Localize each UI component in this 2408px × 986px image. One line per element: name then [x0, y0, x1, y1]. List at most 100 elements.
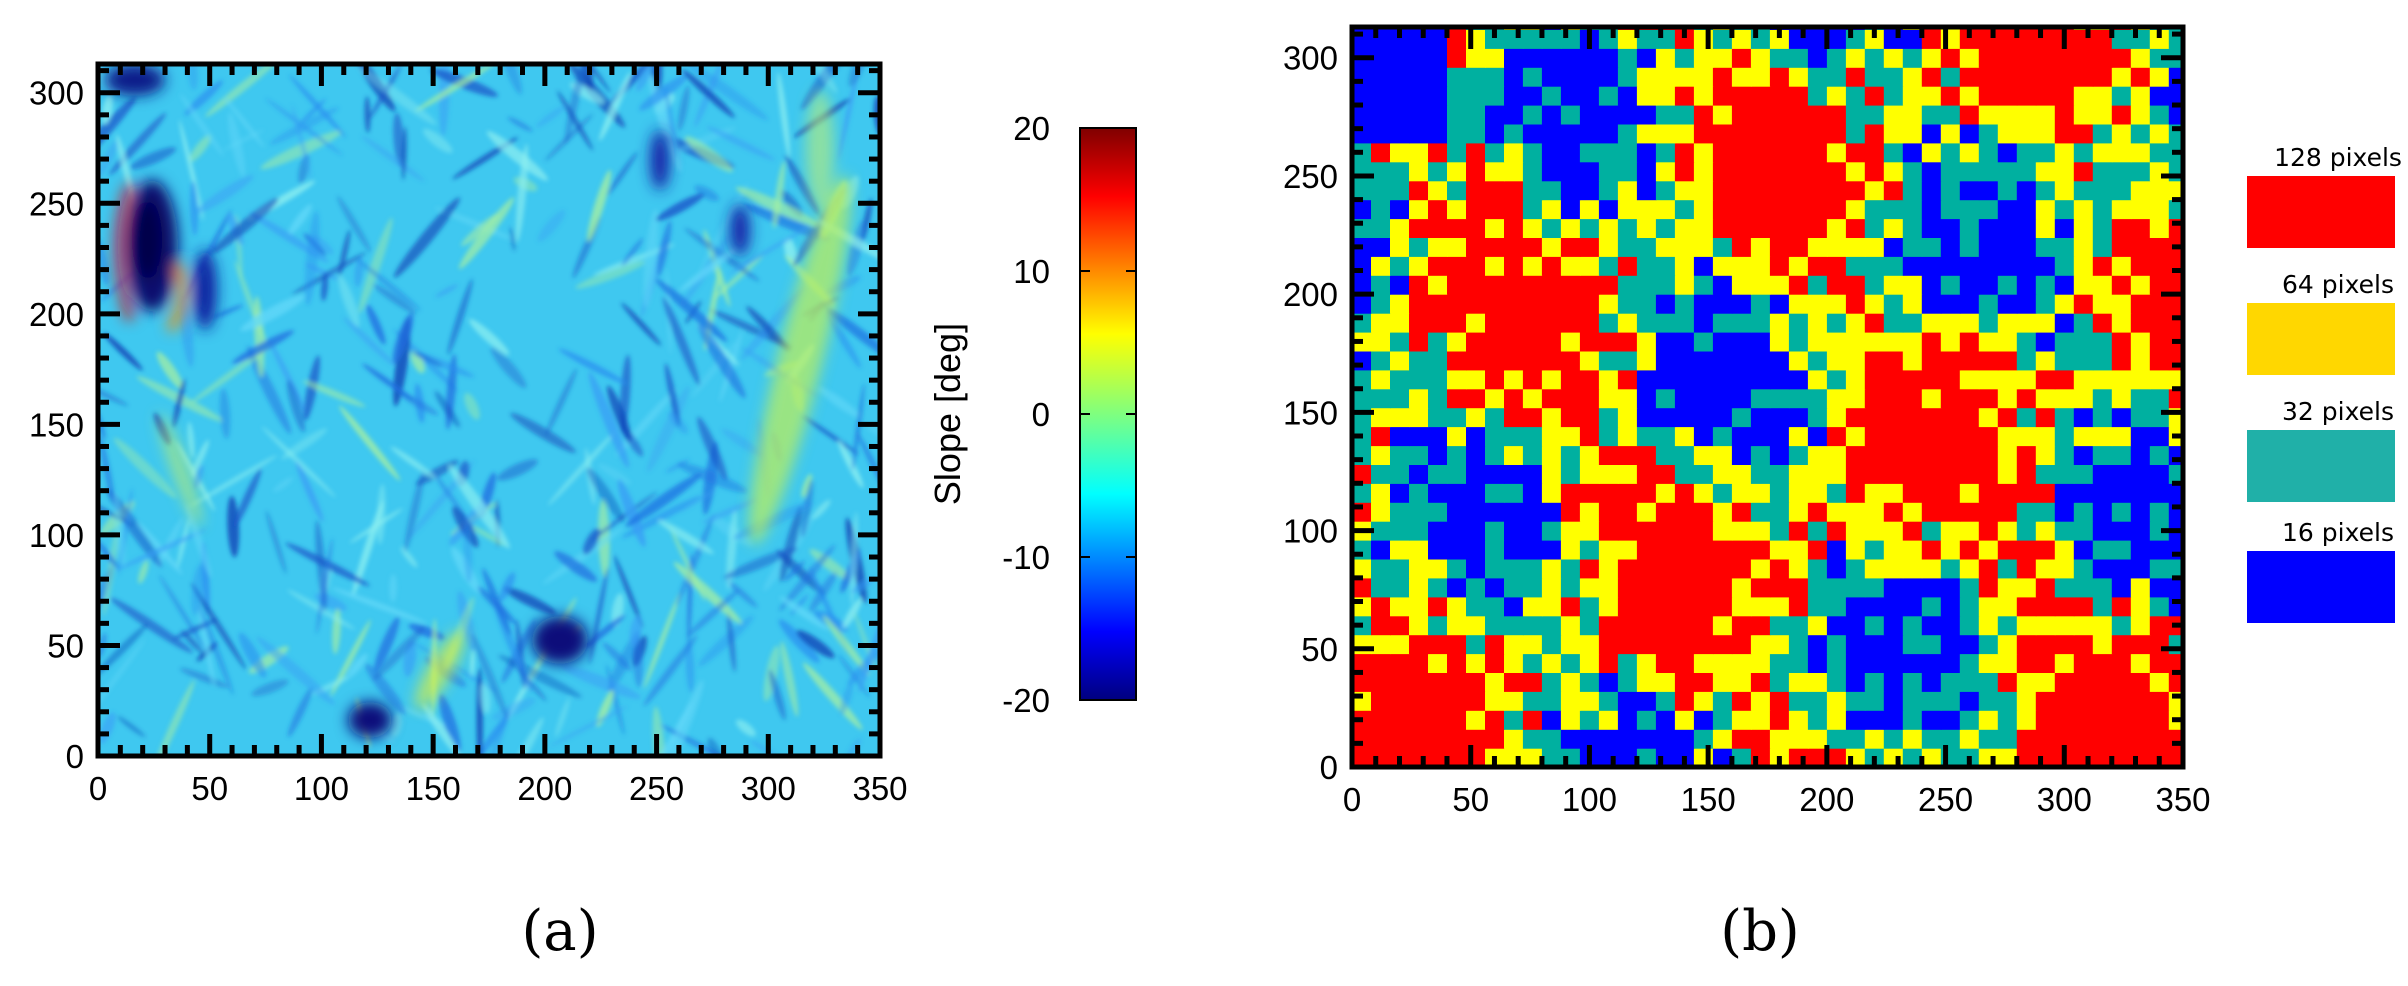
block-cell	[2073, 180, 2094, 201]
block-cell	[1560, 199, 1581, 220]
block-cell	[1883, 180, 1904, 201]
block-cell	[2168, 369, 2183, 390]
block-cell	[2149, 596, 2170, 617]
texture-streak	[676, 513, 715, 607]
block-cell	[1636, 161, 1657, 182]
texture-streak	[287, 687, 313, 738]
block-cell	[1769, 161, 1790, 182]
block-cell	[2130, 275, 2151, 295]
block-cell	[1731, 464, 1752, 484]
block-cell	[1864, 672, 1885, 692]
texture-streak	[376, 483, 386, 545]
block-cell	[1978, 445, 1999, 465]
block-cell	[1674, 691, 1695, 711]
block-cell	[1883, 445, 1904, 465]
block-cell	[1485, 142, 1505, 163]
block-cell	[1788, 577, 1809, 598]
block-cell	[1978, 634, 1999, 655]
block-cell	[1959, 540, 1980, 560]
block-cell	[1485, 388, 1505, 409]
block-cell	[1712, 180, 1733, 201]
block-cell	[1845, 672, 1866, 692]
block-cell	[1579, 237, 1600, 257]
texture-streak	[493, 602, 532, 692]
block-cell	[1997, 710, 2018, 730]
x-tick-label: 350	[2155, 781, 2210, 818]
block-cell	[1598, 332, 1619, 352]
block-cell	[1579, 672, 1600, 692]
block-cell	[1636, 67, 1657, 87]
block-cell	[2111, 350, 2132, 371]
block-cell	[1579, 558, 1600, 579]
block-cell	[1712, 123, 1733, 144]
block-cell	[1560, 161, 1581, 182]
block-cell	[1504, 407, 1524, 428]
block-cell	[1466, 142, 1486, 163]
block-cell	[2054, 729, 2075, 749]
block-cell	[1845, 332, 1866, 352]
block-cell	[2035, 218, 2056, 238]
block-cell	[1447, 388, 1467, 409]
texture-streak	[281, 428, 328, 460]
block-cell	[1693, 540, 1714, 560]
texture-streak	[778, 619, 820, 663]
block-cell	[1560, 672, 1581, 692]
block-cell	[1390, 710, 1410, 730]
texture-streak	[486, 131, 549, 181]
texture-streak	[721, 428, 765, 457]
texture-streak	[355, 257, 421, 311]
block-cell	[1522, 445, 1543, 465]
block-cell	[1693, 577, 1714, 598]
block-cell	[1617, 105, 1638, 125]
block-cell	[2016, 748, 2037, 767]
block-cell	[1352, 180, 1372, 201]
texture-streak	[364, 96, 371, 133]
block-cell	[1598, 48, 1619, 68]
block-cell	[2149, 369, 2170, 390]
block-cell	[2111, 275, 2132, 295]
block-cell	[2016, 161, 2037, 182]
texture-streak	[129, 147, 177, 170]
texture-streak	[458, 197, 515, 270]
block-cell	[1807, 161, 1828, 182]
block-cell	[1674, 161, 1695, 182]
block-cell	[1636, 729, 1657, 749]
block-cell	[1693, 464, 1714, 484]
block-cell	[1560, 313, 1581, 333]
block-cell	[1902, 161, 1923, 182]
block-cell	[1807, 369, 1828, 390]
block-cell	[1731, 672, 1752, 692]
block-cell	[1978, 558, 1999, 579]
block-cell	[1864, 313, 1885, 333]
block-cell	[2149, 86, 2170, 106]
block-cell	[2035, 710, 2056, 730]
texture-streak	[779, 506, 802, 582]
block-cell	[1371, 710, 1391, 730]
texture-streak	[516, 667, 547, 702]
block-cell	[2016, 350, 2037, 371]
block-cell	[2130, 596, 2151, 617]
block-cell	[2035, 502, 2056, 522]
block-cell	[2092, 729, 2113, 749]
block-cell	[1769, 502, 1790, 522]
block-cell	[1579, 350, 1600, 371]
block-cell	[1447, 313, 1467, 333]
block-cell	[1807, 332, 1828, 352]
block-cell	[1788, 86, 1809, 106]
block-cell	[1447, 29, 1467, 49]
block-cell	[1447, 577, 1467, 598]
block-cell	[2111, 218, 2132, 238]
texture-streak	[189, 134, 212, 162]
texture-streak	[205, 64, 283, 118]
block-cell	[1579, 67, 1600, 87]
block-cell	[1598, 483, 1619, 503]
block-cell	[2035, 123, 2056, 144]
texture-streak	[837, 69, 859, 161]
x-tick-label: 300	[2037, 781, 2092, 818]
block-cell	[1731, 596, 1752, 617]
texture-streak	[389, 574, 397, 603]
block-cell	[1352, 672, 1372, 692]
block-cell	[1447, 464, 1467, 484]
block-cell	[1598, 615, 1619, 636]
block-cell	[1390, 313, 1410, 333]
